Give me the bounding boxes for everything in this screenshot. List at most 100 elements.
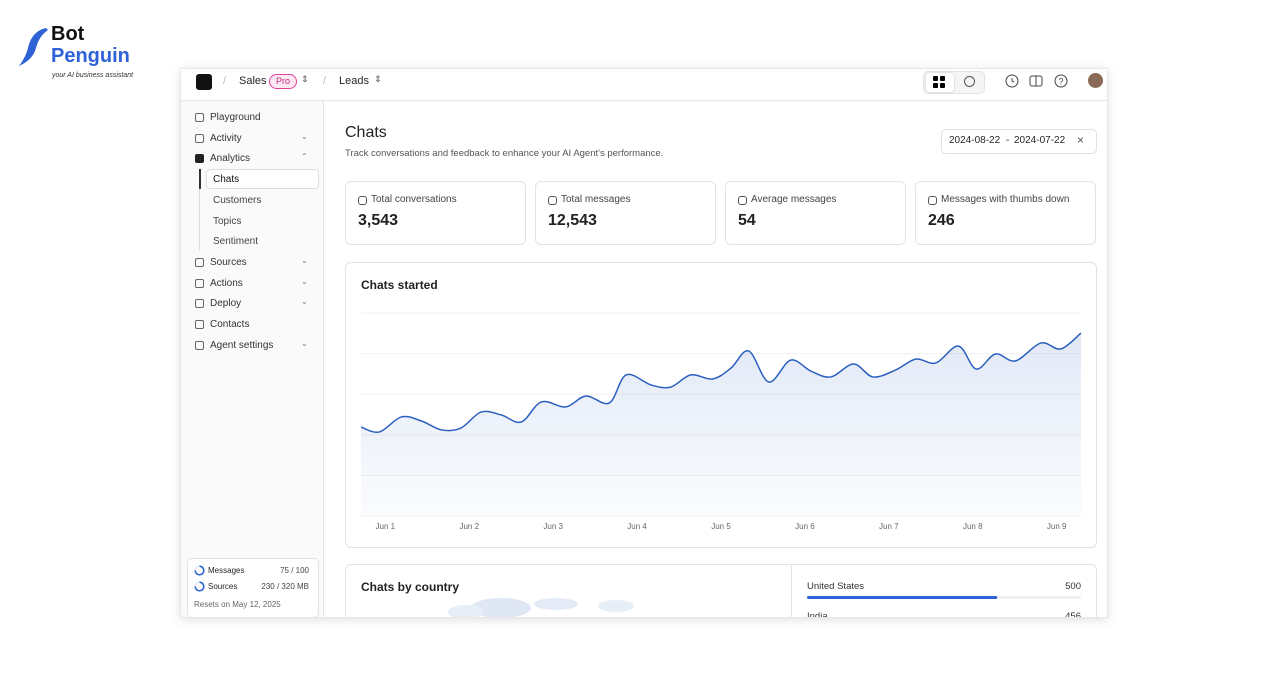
country-value: 500 [1065,581,1081,592]
x-tick-label: Jun 2 [459,522,479,531]
stat-card [915,181,1096,245]
help-icon[interactable]: ? [1054,74,1068,88]
country-name: United States [807,581,864,592]
stat-label: Total conversations [371,194,457,205]
top-bar [181,69,1107,101]
x-tick-label: Jun 9 [1047,522,1067,531]
brand-tagline: your AI business assistant [52,72,134,79]
nav-item[interactable]: Activity [210,132,242,144]
stat-label: Total messages [561,194,631,205]
chevron[interactable]: ⇕ [374,74,382,84]
country-value: 456 [1065,611,1081,618]
nav-icon [195,299,204,309]
usage-value: 75 / 100 [280,566,309,575]
nav-icon [195,320,204,329]
charts: Chats started Jun 1 Jun 2 Jun 3 Jun 4 Jun 5 Ju… [360,278,1082,618]
date-to: 2024-07-22 [1014,135,1066,146]
stat-card [535,181,716,245]
chevron[interactable]: ⌄ [301,338,308,348]
page-subtitle: Track conversations and feedback to enha… [345,148,664,159]
separator: / [223,75,227,87]
country-card [345,564,1097,617]
line [360,332,1082,434]
app-logo[interactable] [196,74,212,90]
x-tick-label: Jun 5 [711,522,731,531]
page-title: Chats [345,124,387,141]
chevron[interactable]: ⌄ [301,297,308,307]
nav-item[interactable]: Agent settings [210,339,274,351]
nav-item[interactable]: Contacts [210,319,250,330]
usage-box [187,558,319,617]
grid-icon [933,76,945,88]
chat-icon[interactable] [963,75,976,88]
stat-value: 246 [928,212,955,229]
chevron[interactable]: ⇕ [301,74,309,84]
progress-ring [194,581,205,592]
nav-icon [195,278,204,288]
stat-label: Messages with thumbs down [941,194,1070,205]
nav-item[interactable]: Deploy [210,298,242,310]
nav-icon [195,257,204,267]
chevron[interactable]: ⌄ [301,276,308,286]
bar [807,596,998,599]
nav-icon [195,340,204,350]
date-range[interactable] [941,129,1097,154]
history-icon[interactable] [1005,74,1019,88]
plan-badge: Pro [269,74,298,89]
date-separator: - [1006,135,1010,146]
progress-ring [194,565,205,576]
avatar[interactable] [1088,73,1103,88]
nav-item[interactable]: Playground [210,112,261,123]
workspace-name[interactable]: Sales [239,75,267,87]
nav-icon [195,154,204,164]
stat-icon [548,196,557,205]
usage-label: Sources [208,582,238,591]
chart-title: Chats started [361,278,438,292]
stat-card [345,181,526,245]
nav-icon [195,133,204,143]
x-tick-label: Jun 8 [963,522,983,531]
stat-icon [928,196,937,205]
chart-title: Chats by country [361,580,459,594]
nav-subitem[interactable]: Customers [213,194,262,206]
usage-value: 230 / 320 MB [261,582,309,591]
country-name: India [807,611,828,618]
stat-icon [358,196,367,205]
app-window: / Sales Pro ⇕ / Leads ⇕ ? Messages 75 / … [180,68,1108,618]
nav-item[interactable]: Analytics [210,153,251,165]
nav-subitem[interactable]: Chats [213,174,240,186]
world-map [448,598,634,617]
divider [791,565,792,617]
brand-logo [19,28,48,66]
stat-value: 54 [738,212,756,229]
brand-name: Bot [51,23,85,45]
svg-text:?: ? [1058,77,1063,87]
chevron[interactable]: ⌄ [301,131,308,141]
x-tick-label: Jun 4 [627,522,647,531]
usage-label: Messages [208,566,245,575]
separator: / [323,75,327,87]
chevron[interactable]: ⌄ [301,255,308,265]
x-tick-label: Jun 1 [376,522,396,531]
nav-subitem[interactable]: Sentiment [213,236,259,248]
x-tick-label: Jun 6 [795,522,815,531]
selected-item [206,169,319,189]
clear-date[interactable]: × [1077,133,1085,147]
nav-icon [195,113,204,122]
page-name[interactable]: Leads [339,75,369,87]
chevron[interactable]: ⌃ [301,152,308,162]
line-area [361,333,1081,516]
stat-value: 3,543 [358,212,399,229]
nav-item[interactable]: Sources [210,256,247,268]
tree-line [199,169,200,251]
x-tick-label: Jun 3 [543,522,563,531]
settings-icon[interactable] [1029,74,1043,88]
stat-value: 12,543 [548,212,597,229]
stat-icon [738,196,747,205]
brand-name: Penguin [51,45,130,67]
nav-item[interactable]: Actions [210,277,243,289]
stat-card [725,181,906,245]
nav-subitem[interactable]: Topics [213,215,242,227]
stat-label: Average messages [751,194,837,205]
